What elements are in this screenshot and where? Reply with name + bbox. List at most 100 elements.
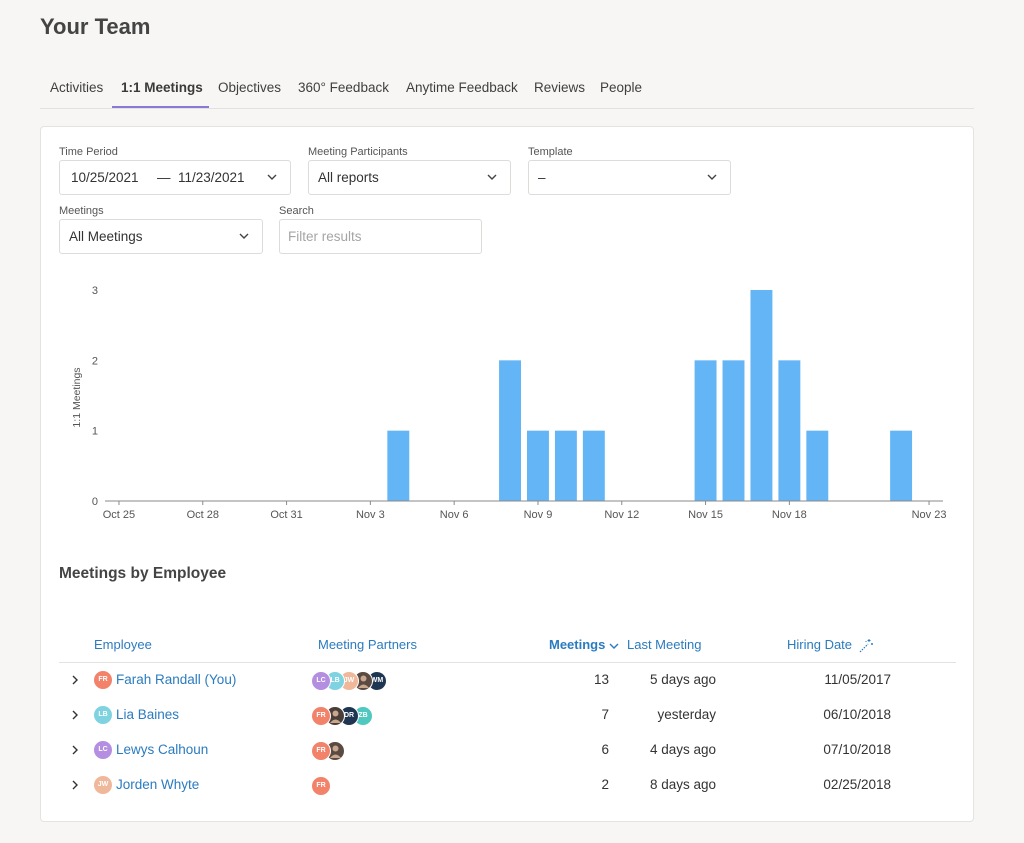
x-tick-label: Nov 3 [356,509,385,521]
chart-bar [582,430,605,501]
x-tick-label: Nov 15 [688,509,723,521]
meetings-bar-chart: 0 1 2 3 1:1 Meetings Oct 25 Oct 28 Oct 31 Nov 3 N… [71,285,947,521]
participants-select[interactable]: All reports [308,160,511,195]
table-row: LC Lewys Calhoun FR 6 4 days ago 07/10/2018 [41,733,975,768]
x-tick-label: Nov 12 [604,509,639,521]
page-title: Your Team [40,14,151,39]
last-meeting: 5 days ago [649,672,716,687]
y-tick-label: 3 [92,285,98,297]
column-header-meeting-partners[interactable]: Meeting Partners [318,637,417,652]
chart-bar [806,430,829,501]
chevron-right-icon[interactable] [69,779,81,791]
meetings-count: 6 [601,742,609,757]
section-title: Meetings by Employee [59,565,227,582]
date-separator: — [157,170,171,185]
date-range-picker[interactable]: 10/25/2021 — 11/23/2021 [59,160,291,195]
y-tick-label: 0 [92,496,98,508]
avatar: JW [94,776,112,794]
person-icon [329,710,341,723]
chart-bar [722,360,745,501]
time-period-label: Time Period [59,146,118,158]
chevron-down-icon [267,174,277,180]
meetings-select[interactable]: All Meetings [59,219,263,254]
tab-360-feedback[interactable]: 360° Feedback [298,80,389,95]
column-header-last-meeting[interactable]: Last Meeting [627,637,702,652]
column-header-employee[interactable]: Employee [94,637,152,652]
meetings-count: 13 [593,672,609,687]
date-start: 10/25/2021 [71,170,139,185]
partner-avatar[interactable]: FR [311,706,331,726]
participants-value: All reports [318,170,379,185]
chevron-down-icon [239,233,249,239]
active-tab-indicator [112,106,209,108]
template-select[interactable]: – [528,160,731,195]
chart-bar [499,360,521,501]
search-input[interactable] [279,219,482,254]
chevron-right-icon[interactable] [69,709,81,721]
y-tick-label: 2 [92,355,98,367]
y-tick-label: 1 [92,426,98,438]
meetings-filter-value: All Meetings [69,229,143,244]
chevron-right-icon[interactable] [69,744,81,756]
chart-bar [778,360,801,501]
column-header-hiring-date-label: Hiring Date [787,637,853,652]
column-header-meetings[interactable]: Meetings [549,637,619,652]
employee-name-link[interactable]: Jorden Whyte [116,777,200,792]
chart-bar [890,430,913,501]
column-header-meetings-label: Meetings [549,637,606,652]
employee-name-link[interactable]: Farah Randall (You) [116,672,237,687]
participants-label: Meeting Participants [308,146,408,158]
hiring-date: 07/10/2018 [823,742,891,757]
x-tick-label: Nov 6 [440,509,469,521]
template-value: – [538,170,546,185]
meetings-card: Time Period 10/25/2021 — 11/23/2021 Meet… [40,126,974,822]
template-label: Template [528,146,573,158]
x-tick-label: Oct 28 [187,509,219,521]
tab-activities[interactable]: Activities [50,80,104,95]
column-header-hiring-date[interactable]: Hiring Date [787,637,874,654]
search-label: Search [279,205,314,217]
employee-name-link[interactable]: Lewys Calhoun [116,742,209,757]
table-row: JW Jorden Whyte FR 2 8 days ago 02/25/2018 [41,768,975,803]
tab-reviews[interactable]: Reviews [534,80,586,95]
last-meeting: 4 days ago [649,742,716,757]
last-meeting: yesterday [657,707,716,722]
partner-avatar[interactable]: FR [311,776,331,796]
employee-name-link[interactable]: Lia Baines [116,707,180,722]
tab-anytime-feedback[interactable]: Anytime Feedback [406,80,518,95]
hiring-date: 06/10/2018 [823,707,891,722]
chart-bar [527,430,549,501]
chart-bar [387,430,410,501]
partner-avatar[interactable]: LC [311,671,331,691]
chart-bar [694,360,717,501]
person-icon [357,675,369,688]
sort-descending-icon [609,643,619,649]
x-tick-label: Nov 23 [912,509,947,521]
tab-people[interactable]: People [600,80,643,95]
tab-objectives[interactable]: Objectives [218,80,282,95]
table-header-divider [59,662,956,663]
chevron-down-icon [707,174,717,180]
hiring-date: 11/05/2017 [824,672,891,687]
hiring-date: 02/25/2018 [823,777,891,792]
avatar: FR [94,671,112,689]
x-tick-label: Oct 31 [270,509,302,521]
tab-1-1-meetings[interactable]: 1:1 Meetings [121,80,203,95]
magic-wand-icon[interactable] [858,638,874,654]
chart-bar [554,430,577,501]
chevron-right-icon[interactable] [69,674,81,686]
avatar: LB [94,706,112,724]
x-tick-label: Nov 9 [524,509,553,521]
date-end: 11/23/2021 [178,170,245,185]
meetings-filter-label: Meetings [59,205,104,217]
y-axis-label: 1:1 Meetings [71,367,83,427]
person-icon [329,745,341,758]
x-tick-label: Nov 18 [772,509,807,521]
x-tick-label: Oct 25 [103,509,135,521]
table-row: LB Lia Baines FR DR ZB 7 yesterday 06/10/2018 [41,698,975,733]
chevron-down-icon [487,174,497,180]
chart-bar [750,290,773,501]
meetings-count: 2 [601,777,609,792]
tab-bar: Activities 1:1 Meetings Objectives 360° … [40,74,974,109]
partner-avatar[interactable]: FR [311,741,331,761]
